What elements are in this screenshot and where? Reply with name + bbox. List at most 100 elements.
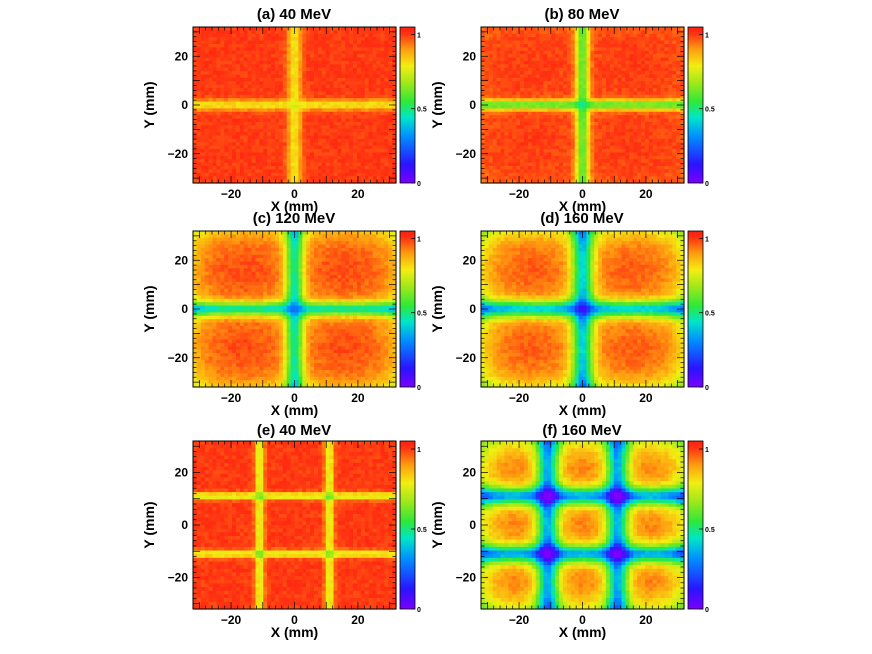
heatmap-cell [282, 98, 288, 103]
heatmap-cell [321, 237, 327, 242]
heatmap-cell [392, 33, 397, 38]
heatmap-cell [574, 128, 580, 133]
heatmap-cell [329, 98, 335, 103]
heatmap-cell [274, 64, 280, 69]
heatmap-cell [278, 145, 284, 150]
heatmap-cell [617, 47, 623, 52]
heatmap-cell [590, 71, 595, 76]
heatmap-cell [372, 60, 378, 65]
heatmap-cell [341, 125, 346, 130]
heatmap-cell [531, 166, 537, 171]
heatmap-cell [672, 54, 677, 59]
heatmap-cell [512, 81, 517, 86]
heatmap-cell [598, 128, 603, 133]
heatmap-cell [644, 166, 650, 171]
heatmap-cell [555, 50, 560, 55]
heatmap-cell [271, 54, 276, 59]
heatmap-cell [200, 33, 206, 38]
heatmap-cell [255, 98, 260, 103]
heatmap-cell [239, 50, 245, 55]
heatmap-cell [605, 135, 611, 140]
heatmap-cell [337, 77, 342, 82]
heatmap-cell [298, 121, 303, 126]
heatmap-cell [602, 98, 607, 103]
heatmap-cell [523, 108, 529, 113]
heatmap-cell [570, 166, 576, 171]
heatmap-cell [372, 132, 378, 137]
heatmap-cell [388, 74, 393, 79]
heatmap-cell [629, 91, 634, 96]
heatmap-cell [193, 91, 198, 96]
heatmap-cell [349, 128, 354, 133]
heatmap-cell [333, 81, 339, 86]
heatmap-cell [267, 81, 272, 86]
heatmap-cell [263, 142, 268, 147]
heatmap-cell [216, 237, 221, 242]
heatmap-cell [520, 64, 525, 69]
heatmap-cell [570, 135, 576, 140]
heatmap-cell [613, 121, 619, 126]
heatmap-cell [641, 172, 646, 177]
heatmap-cell [388, 172, 393, 177]
heatmap-cell [547, 91, 552, 96]
heatmap-cell [555, 159, 560, 164]
heatmap-cell [652, 118, 658, 123]
heatmap-cell [668, 176, 673, 181]
heatmap-cell [228, 64, 233, 69]
heatmap-cell [598, 135, 603, 140]
heatmap-cell [341, 50, 346, 55]
heatmap-cell [488, 115, 494, 120]
heatmap-cell [644, 115, 650, 120]
heatmap-cell [302, 128, 307, 133]
heatmap-cell [559, 162, 564, 167]
heatmap-cell [321, 71, 327, 76]
heatmap-cell [325, 98, 331, 103]
heatmap-cell [353, 101, 358, 106]
heatmap-cell [539, 64, 545, 69]
heatmap-cell [613, 43, 619, 48]
heatmap-cell [590, 176, 595, 181]
heatmap-cell [384, 54, 389, 59]
heatmap-cell [664, 81, 669, 86]
heatmap-cell [364, 37, 370, 42]
heatmap-cell [664, 115, 669, 120]
heatmap-cell [594, 138, 599, 143]
heatmap-cell [228, 27, 233, 31]
heatmap-cell [668, 121, 673, 126]
heatmap-cell [484, 132, 490, 137]
heatmap-cell [314, 84, 319, 89]
heatmap-cell [656, 30, 662, 35]
heatmap-cell [602, 94, 607, 99]
heatmap-cell [384, 138, 389, 143]
heatmap-cell [282, 30, 288, 35]
heatmap-cell [349, 30, 354, 35]
heatmap-cell [504, 74, 509, 79]
heatmap-cell [633, 132, 638, 137]
heatmap-cell [317, 43, 323, 48]
heatmap-cell [329, 71, 335, 76]
heatmap-cell [380, 30, 385, 35]
heatmap-cell [582, 121, 587, 126]
heatmap-cell [224, 108, 229, 113]
heatmap-cell [539, 67, 545, 72]
heatmap-cell [594, 98, 599, 103]
heatmap-cell [504, 40, 509, 45]
heatmap-cell [274, 149, 280, 154]
heatmap-cell [243, 172, 249, 177]
heatmap-cell [232, 74, 237, 79]
heatmap-cell [574, 71, 580, 76]
heatmap-cell [306, 138, 311, 143]
heatmap-cell [333, 74, 339, 79]
heatmap-cell [539, 27, 545, 31]
heatmap-cell [255, 234, 260, 239]
heatmap-cell [605, 43, 611, 48]
heatmap-cell [372, 101, 378, 106]
heatmap-cell [228, 105, 233, 109]
heatmap-cell [520, 84, 525, 89]
heatmap-cell [562, 135, 568, 140]
heatmap-cell [302, 111, 307, 116]
heatmap-cell [224, 50, 229, 55]
heatmap-cell [668, 152, 673, 157]
heatmap-cell [310, 237, 315, 242]
heatmap-cell [500, 54, 506, 59]
